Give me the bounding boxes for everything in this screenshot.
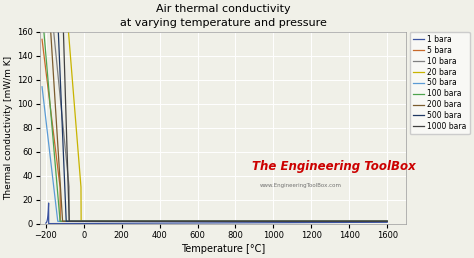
100 bara <box>384 220 390 223</box>
500 bara <box>384 220 390 223</box>
5 bara <box>57 220 63 223</box>
20 bara <box>184 220 190 223</box>
200 bara <box>187 220 193 223</box>
Line: 20 bara: 20 bara <box>42 0 387 221</box>
Line: 1 bara: 1 bara <box>46 203 387 224</box>
1000 bara <box>184 220 190 223</box>
Line: 200 bara: 200 bara <box>42 0 387 221</box>
1000 bara <box>384 220 390 223</box>
1 bara <box>384 221 390 224</box>
100 bara <box>39 9 45 12</box>
200 bara <box>60 220 65 223</box>
500 bara <box>64 220 69 223</box>
1 bara <box>290 221 296 224</box>
10 bara <box>356 220 362 223</box>
100 bara <box>203 220 209 223</box>
Text: The Engineering ToolBox: The Engineering ToolBox <box>253 160 416 173</box>
Line: 100 bara: 100 bara <box>42 10 387 221</box>
1000 bara <box>66 220 72 223</box>
Line: 1000 bara: 1000 bara <box>42 0 387 221</box>
1 bara <box>184 221 190 224</box>
10 bara <box>374 220 380 223</box>
5 bara <box>384 220 390 223</box>
50 bara <box>290 220 296 223</box>
200 bara <box>184 220 190 223</box>
50 bara <box>384 220 390 223</box>
10 bara <box>203 220 209 223</box>
5 bara <box>356 220 362 223</box>
100 bara <box>187 220 193 223</box>
20 bara <box>384 220 390 223</box>
1000 bara <box>290 220 296 223</box>
100 bara <box>290 220 296 223</box>
5 bara <box>203 220 209 223</box>
1000 bara <box>374 220 380 223</box>
500 bara <box>356 220 362 223</box>
200 bara <box>374 220 380 223</box>
5 bara <box>187 220 193 223</box>
Text: www.EngineeringToolBox.com: www.EngineeringToolBox.com <box>260 183 342 188</box>
500 bara <box>187 220 193 223</box>
Line: 5 bara: 5 bara <box>42 39 387 221</box>
20 bara <box>374 220 380 223</box>
Legend: 1 bara, 5 bara, 10 bara, 20 bara, 50 bara, 100 bara, 200 bara, 500 bara, 1000 ba: 1 bara, 5 bara, 10 bara, 20 bara, 50 bar… <box>410 32 470 134</box>
5 bara <box>290 220 296 223</box>
10 bara <box>187 220 193 223</box>
10 bara <box>66 220 72 223</box>
50 bara <box>184 220 190 223</box>
1 bara <box>203 221 209 224</box>
1000 bara <box>187 220 193 223</box>
1000 bara <box>356 220 362 223</box>
5 bara <box>374 220 380 223</box>
1 bara <box>374 221 379 224</box>
20 bara <box>356 220 362 223</box>
20 bara <box>187 220 193 223</box>
10 bara <box>384 220 390 223</box>
200 bara <box>356 220 362 223</box>
1000 bara <box>203 220 209 223</box>
200 bara <box>203 220 209 223</box>
50 bara <box>55 220 61 223</box>
50 bara <box>39 85 45 88</box>
20 bara <box>78 220 84 223</box>
50 bara <box>356 220 362 223</box>
100 bara <box>374 220 380 223</box>
Title: Air thermal conductivity
at varying temperature and pressure: Air thermal conductivity at varying temp… <box>120 4 327 28</box>
500 bara <box>374 220 380 223</box>
100 bara <box>57 220 63 223</box>
100 bara <box>184 220 190 223</box>
X-axis label: Temperature [°C]: Temperature [°C] <box>181 244 265 254</box>
100 bara <box>356 220 362 223</box>
10 bara <box>290 220 296 223</box>
200 bara <box>384 220 390 223</box>
50 bara <box>374 220 380 223</box>
Line: 500 bara: 500 bara <box>42 0 387 221</box>
Line: 10 bara: 10 bara <box>42 0 387 221</box>
Y-axis label: Thermal conductivity [mW/m K]: Thermal conductivity [mW/m K] <box>4 56 13 200</box>
10 bara <box>184 220 190 223</box>
5 bara <box>39 38 45 41</box>
500 bara <box>203 220 209 223</box>
1 bara <box>356 221 362 224</box>
5 bara <box>184 220 190 223</box>
Line: 50 bara: 50 bara <box>42 87 387 221</box>
50 bara <box>203 220 209 223</box>
20 bara <box>203 220 209 223</box>
500 bara <box>184 220 190 223</box>
50 bara <box>187 220 193 223</box>
1 bara <box>187 221 192 224</box>
200 bara <box>290 220 296 223</box>
500 bara <box>290 220 296 223</box>
20 bara <box>290 220 296 223</box>
